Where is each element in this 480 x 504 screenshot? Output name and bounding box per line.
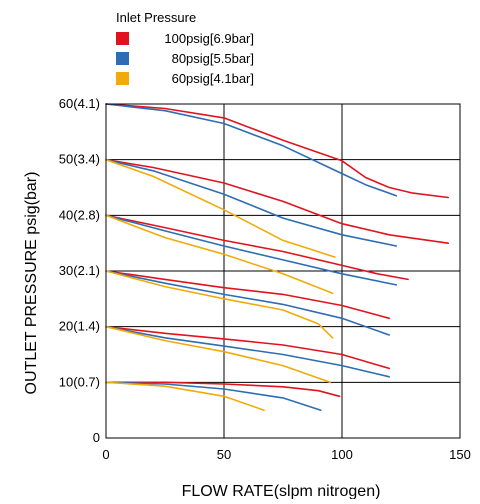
x-tick-label-150: 150 xyxy=(449,447,471,462)
y-tick-label-20: 20(1.4) xyxy=(59,319,100,334)
series-line-20-100psig xyxy=(105,325,391,370)
axes: 0 10(0.7) 20(1.4) 30(2.1) 40(2.8) 50(3.4) 60(4… xyxy=(59,96,471,462)
x-tick-label-0: 0 xyxy=(102,447,109,462)
y-tick-label-0: 0 xyxy=(93,430,100,445)
x-tick-label-100: 100 xyxy=(331,447,353,462)
series-line-10-60psig xyxy=(105,381,265,412)
series-line-40-100psig xyxy=(105,214,409,281)
grid xyxy=(106,103,461,438)
series-line-50-80psig xyxy=(105,158,398,247)
legend: Inlet Pressure 100psig[6.9bar] 80psig[5.5… xyxy=(116,10,254,86)
series-line-40-80psig xyxy=(105,214,398,286)
plot-frame xyxy=(105,103,461,439)
y-tick-label-60: 60(4.1) xyxy=(59,96,100,111)
y-tick-label-30: 30(2.1) xyxy=(59,263,100,278)
series-line-60-100psig xyxy=(105,103,450,199)
y-axis-title: OUTLET PRESSURE psig(bar) xyxy=(23,172,40,395)
series-line-20-80psig xyxy=(105,325,391,378)
legend-label-1: 80psig[5.5bar] xyxy=(172,51,254,66)
series-line-30-100psig xyxy=(105,270,391,320)
series-line-20-60psig xyxy=(105,325,332,384)
legend-title: Inlet Pressure xyxy=(116,10,196,25)
legend-label-0: 100psig[6.9bar] xyxy=(164,31,254,46)
series-line-50-60psig xyxy=(105,158,336,258)
series-line-40-60psig xyxy=(105,214,334,295)
series-line-10-100psig xyxy=(105,381,341,398)
y-tick-label-10: 10(0.7) xyxy=(59,374,100,389)
y-tick-label-50: 50(3.4) xyxy=(59,152,100,167)
series-line-30-80psig xyxy=(105,270,391,336)
series-line-10-80psig xyxy=(105,381,322,412)
series-line-60-80psig xyxy=(105,103,398,197)
legend-label-2: 60psig[4.1bar] xyxy=(172,71,254,86)
series-line-30-60psig xyxy=(105,270,334,339)
legend-swatch-1 xyxy=(116,52,129,65)
series-line-50-100psig xyxy=(105,158,450,244)
legend-swatch-0 xyxy=(116,32,129,45)
series-lines xyxy=(105,103,450,412)
x-tick-label-50: 50 xyxy=(217,447,231,462)
y-tick-label-40: 40(2.8) xyxy=(59,207,100,222)
x-axis-title: FLOW RATE(slpm nitrogen) xyxy=(182,483,381,499)
legend-swatch-2 xyxy=(116,72,129,85)
